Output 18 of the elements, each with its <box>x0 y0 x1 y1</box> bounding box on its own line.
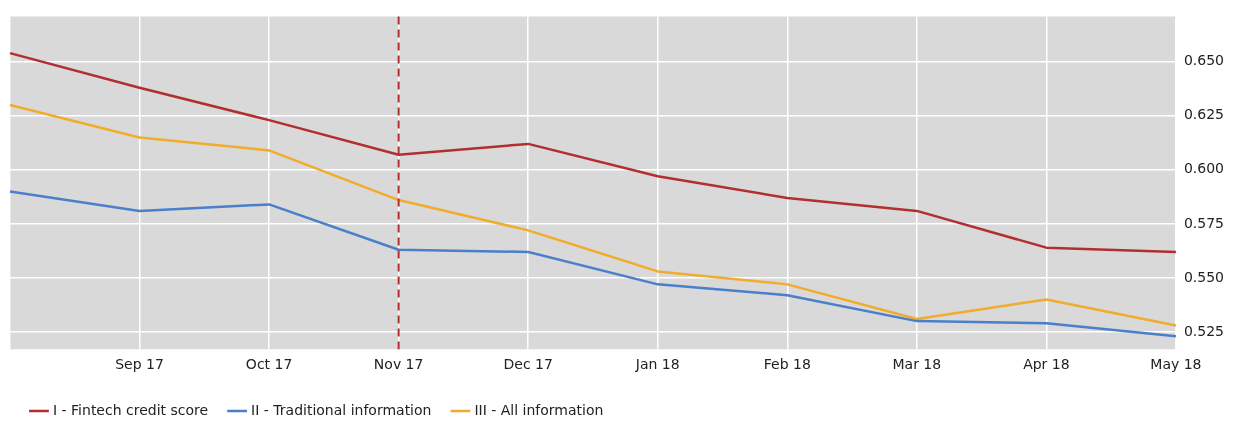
x-tick-label: Nov 17 <box>373 356 424 373</box>
x-tick-label: Dec 17 <box>503 356 553 373</box>
legend-label: I - Fintech credit score <box>53 401 209 418</box>
y-tick-label: 0.600 <box>1183 160 1225 177</box>
y-tick-label: 0.650 <box>1183 52 1225 69</box>
x-tick-label: Oct 17 <box>245 356 293 373</box>
y-tick-label: 0.550 <box>1183 268 1225 285</box>
y-tick-label: 0.525 <box>1183 322 1225 339</box>
legend-label: II - Traditional information <box>251 401 432 418</box>
x-tick-label: May 18 <box>1150 356 1202 373</box>
x-tick-label: Jan 18 <box>634 356 680 373</box>
x-tick-label: Apr 18 <box>1023 356 1070 373</box>
x-tick-label: Feb 18 <box>763 356 811 373</box>
x-tick-label: Mar 18 <box>892 356 942 373</box>
y-tick-label: 0.625 <box>1183 106 1225 123</box>
x-tick-label: Sep 17 <box>115 356 164 373</box>
legend-label: III - All information <box>474 401 604 418</box>
y-tick-label: 0.575 <box>1183 214 1225 231</box>
